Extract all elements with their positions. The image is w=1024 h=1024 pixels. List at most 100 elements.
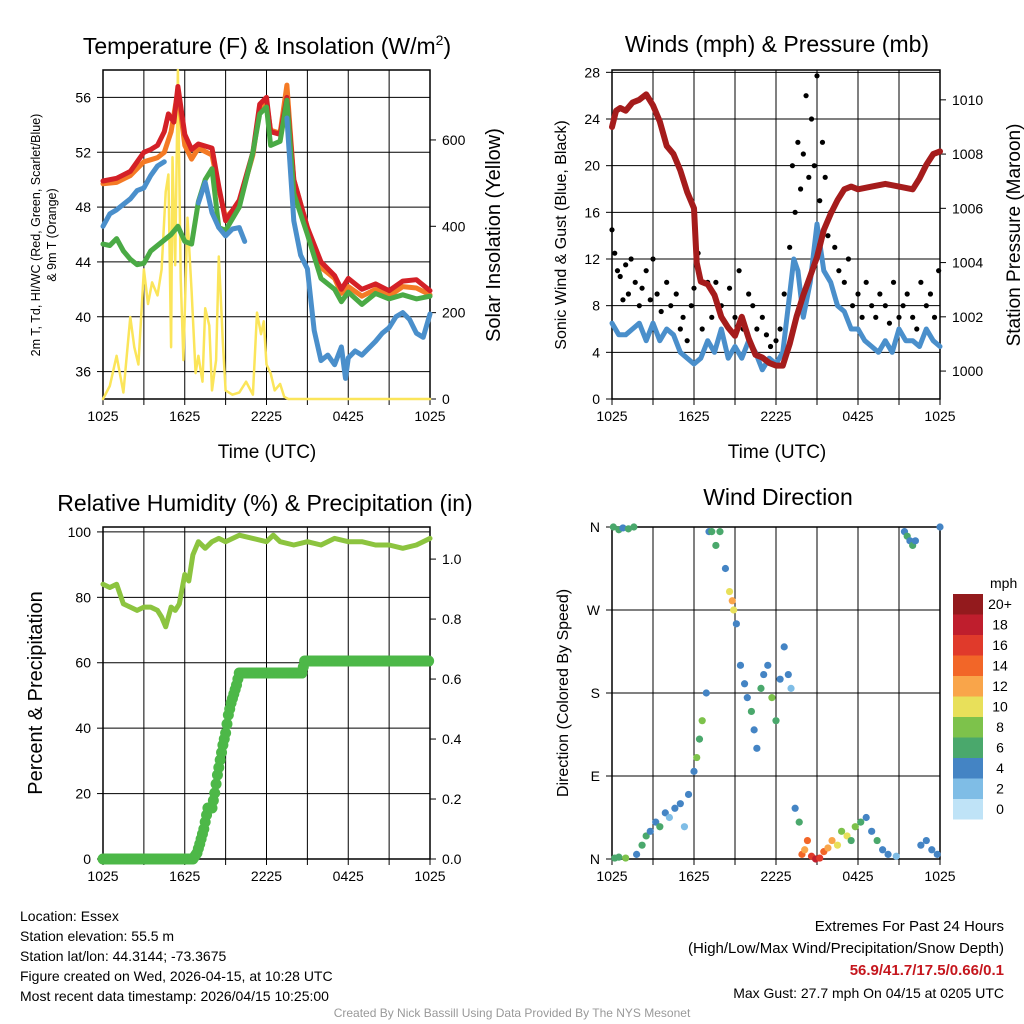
wind-direction-point [671,804,679,812]
y-right-tick-label: 1004 [952,255,983,271]
gust-point [713,279,719,285]
speed-legend: mph 20+ 18 16 14 12 10 8 6 4 2 0 [953,575,1017,820]
legend-label: 12 [992,678,1008,694]
gust-point [614,268,621,274]
gust-point [732,314,738,320]
wind-direction-point [764,661,772,669]
y-tick-label: W [587,602,601,618]
wind-direction-point [676,800,684,808]
x-tick-label: 2225 [760,868,791,884]
gust-point [617,273,623,280]
gust-point [798,186,804,192]
wind-direction-point [816,854,824,862]
gust-point [792,209,798,215]
gust-point [623,262,629,268]
wind-direction-point [879,846,887,854]
wind-direction-point [728,597,736,605]
y-tick-label: 40 [75,720,91,736]
gust-point [882,303,888,309]
wind-direction-point [652,818,660,826]
gust-point [746,291,752,297]
wind-direction-point [801,846,809,854]
y-tick-label: 12 [584,251,600,267]
legend-swatch [953,594,983,615]
wind-direction-point [609,523,617,531]
wind-direction-point [732,620,740,628]
plot-frame [611,526,941,860]
legend-label: 2 [996,781,1004,797]
gust-point [832,244,838,250]
y-axis-label: Direction (Colored By Speed) [555,589,572,797]
x-tick-label: 1025 [924,868,955,884]
y-tick-label: 60 [75,655,91,671]
legend-label: 16 [992,637,1008,653]
gust-point [863,279,869,285]
y-right-tick-label: 400 [442,218,466,234]
wind-direction-point [862,813,870,822]
wind-direction-point [740,680,749,688]
x-tick-label: 1025 [596,868,627,884]
station-pressure-line [609,91,943,369]
credit: Created By Nick Bassill Using Data Provi… [333,1006,691,1020]
x-tick-label: 1025 [87,408,118,424]
gust-point [808,116,815,122]
x-tick-label: 1625 [169,408,200,424]
gust-point [754,326,760,332]
wind-direction-point [795,818,803,826]
legend-swatch [953,799,983,820]
x-tick-label: 1025 [924,408,955,424]
gust-point [873,314,879,320]
y-tick-label: 16 [584,204,600,220]
wind-direction-point [750,726,758,734]
gust-point [709,314,715,320]
y-tick-label: 0 [592,391,600,407]
precipitation-point [210,778,222,790]
gust-point [750,303,756,309]
wind-direction-point [892,852,900,860]
gust-point [910,314,916,320]
extremes-info: Extremes For Past 24 Hours (High/Low/Max… [688,916,1004,1004]
extremes-subtitle: (High/Low/Max Wind/Precipitation/Snow De… [688,940,1004,957]
gust-point [643,268,649,274]
gust-point [825,233,831,239]
gust-point [800,151,806,157]
y-axis-label: Sonic Wind & Gust (Blue, Black) [553,120,570,349]
wind-direction-point [828,836,836,845]
gust-point [612,250,618,256]
wind-direction-point [716,528,724,536]
y-axis-label-2: & 9m T (Orange) [45,188,59,281]
wind-direction-point [753,744,761,752]
y-tick-label: 56 [75,89,91,105]
gust-point [822,174,828,180]
gust-point [639,285,645,291]
wind-direction-point [857,818,865,826]
wind-direction-point [833,841,842,849]
wind-direction-point [684,790,693,799]
plot-frame [102,69,431,400]
gust-point [632,279,638,285]
wind-direction-point [873,836,881,845]
gust-point [845,256,852,262]
gust-point [890,279,897,285]
gust-point [609,227,615,233]
wind-direction-point [843,832,851,840]
gust-point [787,244,793,250]
gust-point [664,279,670,285]
wind-direction-point [928,846,936,854]
y-right-tick-label: 1.0 [442,551,462,567]
legend-title: mph [990,575,1017,591]
y-right-tick-label: 1008 [952,146,983,162]
legend-swatch [953,778,983,799]
y-tick-label: N [590,519,600,535]
y-axis-label: 2m T, Td, HI/WC (Red, Green, Scarlet/Blu… [29,114,43,357]
chart-title: Wind Direction [703,484,853,510]
wind-direction-point [784,670,792,679]
x-tick-label: 2225 [251,408,282,424]
x-tick-label: 1625 [678,868,709,884]
wind-direction-point [791,804,799,812]
gust-point [620,297,626,303]
wind-direction-point [911,537,920,545]
